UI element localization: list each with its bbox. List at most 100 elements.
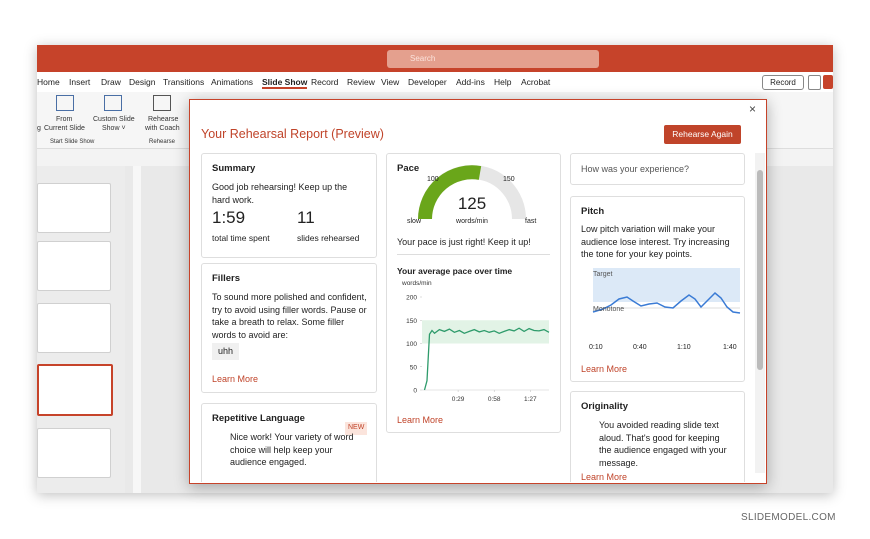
tab[interactable]: View <box>381 77 400 87</box>
ruler <box>133 166 141 493</box>
pace-chart: words/min 0 50 100 150 200 0:29 0:58 1:27 <box>401 280 550 403</box>
pace-unit: words/min <box>456 218 488 225</box>
learn-more-link[interactable]: Learn More <box>212 374 259 384</box>
slide-thumbnail[interactable] <box>37 303 111 353</box>
card-text: How was your experience? <box>581 164 690 174</box>
close-button[interactable]: × <box>749 102 757 116</box>
card-title: Summary <box>212 163 256 174</box>
pitch-card: Pitch Low pitch variation will make your… <box>570 196 745 382</box>
card-text: To sound more polished and confident, tr… <box>212 292 367 340</box>
group-label: Start Slide Show <box>50 139 95 145</box>
card-title: Originality <box>581 401 628 412</box>
pitch-chart <box>592 268 741 314</box>
icon <box>104 95 122 111</box>
tab[interactable]: Record <box>311 77 339 87</box>
tab[interactable]: Acrobat <box>521 77 551 87</box>
tab-active[interactable]: Slide Show <box>262 77 308 89</box>
search-box[interactable] <box>387 50 599 68</box>
y-tick-label: 200 <box>406 295 417 302</box>
target-band <box>593 268 740 302</box>
rehearse-again-button[interactable]: Rehearse Again <box>664 125 741 144</box>
tab[interactable]: Add-ins <box>456 77 485 87</box>
ribbon-label[interactable]: Current Slide <box>44 125 85 132</box>
summary-card: Summary Good job rehearsing! Keep up the… <box>201 153 377 258</box>
pitch-line <box>592 291 741 314</box>
filler-chip: uhh <box>212 343 240 360</box>
card-title: Repetitive Language <box>212 413 305 424</box>
gauge-label: slow <box>407 218 422 225</box>
ribbon-label: g <box>37 125 41 132</box>
band-label: Target <box>593 271 613 278</box>
record-button[interactable]: Record <box>762 75 804 90</box>
report-body: Summary Good job rehearsing! Keep up the… <box>189 150 754 482</box>
tab[interactable]: Design <box>129 77 156 87</box>
ribbon-label: with Coach <box>145 125 180 132</box>
tab[interactable]: Animations <box>211 77 254 87</box>
tab[interactable]: Help <box>494 77 512 87</box>
x-tick-label: 0:40 <box>633 344 647 351</box>
pace-card: Pace 100 150 slow fast 125 words/min You… <box>386 153 561 433</box>
separator <box>397 254 550 255</box>
slide-thumbnail[interactable] <box>37 428 111 478</box>
stat-value: 11 <box>297 208 315 227</box>
new-badge: NEW <box>345 422 368 435</box>
card-text: Your pace is just right! Keep it up! <box>397 237 531 247</box>
stat-label: slides rehearsed <box>297 233 360 243</box>
menu-bar <box>37 72 833 92</box>
stat-label: total time spent <box>212 233 270 243</box>
learn-more-link[interactable]: Learn More <box>581 364 628 374</box>
x-tick-label: 0:58 <box>488 396 501 403</box>
card-title: Pitch <box>581 206 605 217</box>
axis-label: words/min <box>401 280 432 287</box>
comments-button[interactable] <box>808 75 821 90</box>
x-tick-label: 0:10 <box>589 344 603 351</box>
ribbon-label[interactable]: Rehearse <box>148 116 179 123</box>
card-text: Low pitch variation will make your audie… <box>581 224 730 259</box>
tab[interactable]: Developer <box>408 77 447 87</box>
tab[interactable]: Home <box>37 77 60 87</box>
band-label: Monotone <box>593 306 625 313</box>
scrollbar-thumb[interactable] <box>757 170 763 370</box>
repetitive-card: Repetitive Language NEW Nice work! Your … <box>201 403 377 482</box>
x-tick-label: 1:10 <box>677 344 691 351</box>
pace-gauge <box>418 165 526 220</box>
tab[interactable]: Insert <box>69 77 91 87</box>
tab[interactable]: Review <box>347 77 375 87</box>
chart-title: Your average pace over time <box>397 266 513 276</box>
watermark: SLIDEMODEL.COM <box>741 512 836 523</box>
dialog-title: Your Rehearsal Report (Preview) <box>201 127 384 141</box>
target-band <box>422 320 549 344</box>
learn-more-link[interactable]: Learn More <box>581 472 628 482</box>
search-text: Search <box>410 54 436 63</box>
x-tick-label: 1:27 <box>524 396 537 403</box>
slide-thumbnail[interactable] <box>37 241 111 291</box>
tab[interactable]: Transitions <box>163 77 205 87</box>
x-tick-label: 0:29 <box>452 396 465 403</box>
ribbon-label: Show ˅ <box>102 125 126 132</box>
experience-card[interactable]: How was your experience? <box>570 153 745 185</box>
card-title: Pace <box>397 163 420 174</box>
gauge-label: 100 <box>427 176 439 183</box>
y-tick-label: 150 <box>406 318 417 325</box>
originality-card: Originality You avoided reading slide te… <box>570 391 745 482</box>
tab[interactable]: Draw <box>101 77 121 87</box>
learn-more-link[interactable]: Learn More <box>397 415 444 425</box>
pace-line <box>423 327 550 391</box>
group-label: Rehearse <box>149 139 176 145</box>
y-tick-label: 50 <box>410 364 418 371</box>
slide-thumbnail[interactable] <box>37 183 111 233</box>
gauge-fill <box>418 165 482 220</box>
slide-thumbnail-selected[interactable] <box>37 364 113 416</box>
y-tick-label: 100 <box>406 341 417 348</box>
y-tick-label: 0 <box>413 388 417 395</box>
share-button[interactable] <box>823 75 833 89</box>
ribbon-label[interactable]: Custom Slide <box>93 116 135 123</box>
icon <box>56 95 74 111</box>
fillers-card: Fillers To sound more polished and confi… <box>201 263 377 393</box>
gauge-label: 150 <box>503 176 515 183</box>
pace-value: 125 <box>457 194 487 213</box>
card-text: Nice work! Your variety of word choice w… <box>230 432 354 467</box>
card-title: Fillers <box>212 273 240 284</box>
gauge-label: fast <box>525 218 537 225</box>
